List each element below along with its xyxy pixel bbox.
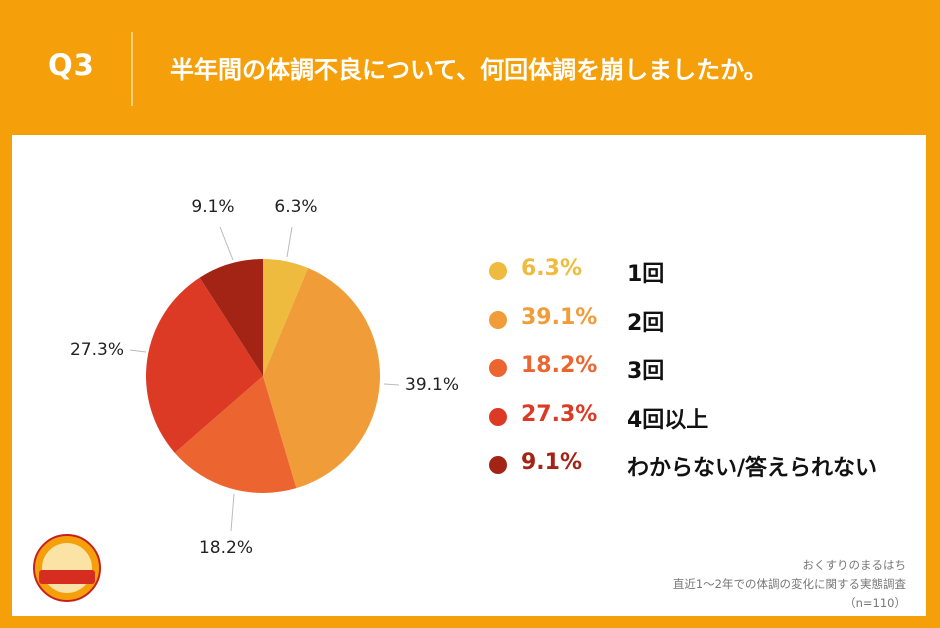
legend-dot-icon	[489, 456, 507, 474]
logo-band	[39, 570, 95, 584]
legend-percent: 27.3%	[521, 401, 598, 427]
label-leader-line	[383, 383, 400, 386]
legend-dot-icon	[489, 359, 507, 377]
label-leader-line	[286, 226, 293, 258]
label-leader-line	[219, 226, 234, 261]
legend-percent: 9.1%	[521, 450, 583, 475]
slice-data-label: 9.1%	[191, 197, 234, 217]
question-number: Q3	[48, 48, 95, 82]
header-divider	[131, 32, 133, 106]
logo-mascot-icon	[42, 543, 92, 593]
slice-data-label: 27.3%	[70, 340, 124, 360]
legend-percent: 6.3%	[521, 256, 583, 281]
slice-data-label: 6.3%	[274, 197, 317, 217]
question-title: 半年間の体調不良について、何回体調を崩しましたか。	[170, 56, 768, 84]
label-leader-line	[230, 493, 235, 532]
legend-percent: 39.1%	[521, 304, 598, 330]
maruhachi-logo-icon	[33, 534, 101, 602]
footer-survey: 直近1～2年での体調の変化に関する実態調査	[672, 577, 906, 591]
legend-label: 1回	[627, 262, 665, 287]
legend-label: 4回以上	[627, 407, 709, 433]
legend-label: 2回	[627, 310, 665, 336]
pie-slice	[146, 277, 263, 453]
pie-slice	[174, 376, 297, 494]
source-footer: おくすりのまるはち 直近1～2年での体調の変化に関する実態調査 （n=110）	[673, 556, 906, 613]
legend-percent: 18.2%	[521, 353, 598, 378]
slice-data-label: 39.1%	[405, 375, 459, 395]
header-bar: Q3 半年間の体調不良について、何回体調を崩しましたか。	[0, 0, 940, 135]
label-leader-line	[129, 349, 147, 353]
pie-slice	[263, 259, 309, 376]
legend-dot-icon	[489, 310, 507, 329]
pie-slice	[263, 268, 381, 489]
slice-data-label: 18.2%	[199, 538, 253, 558]
legend-label: 3回	[627, 359, 665, 384]
legend-label: わからない/答えられない	[627, 456, 878, 481]
legend-dot-icon	[489, 262, 507, 280]
footer-sample: （n=110）	[844, 596, 906, 610]
legend-dot-icon	[489, 407, 507, 426]
footer-brand: おくすりのまるはち	[802, 558, 907, 572]
pie-slice	[199, 259, 263, 376]
